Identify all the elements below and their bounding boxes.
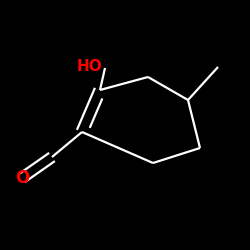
Text: O: O xyxy=(15,169,29,187)
Text: HO: HO xyxy=(77,59,102,74)
